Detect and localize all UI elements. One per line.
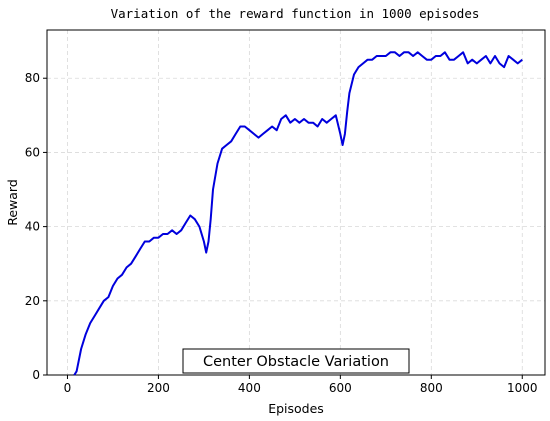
- y-tick-label: 20: [25, 294, 40, 308]
- y-tick-label: 60: [25, 145, 40, 159]
- x-tick-label: 0: [64, 381, 72, 395]
- chart-title: Variation of the reward function in 1000…: [111, 6, 480, 21]
- x-tick-label: 400: [238, 381, 261, 395]
- x-tick-label: 1000: [507, 381, 538, 395]
- grid-lines: [47, 30, 545, 376]
- reward-series-line: [73, 51, 523, 376]
- y-axis-label: Reward: [5, 179, 20, 226]
- x-axis-label: Episodes: [268, 401, 324, 416]
- plot-frame: [46, 29, 546, 376]
- x-tick-label: 800: [420, 381, 443, 395]
- y-tick-label: 80: [25, 71, 40, 85]
- annotation-text: Center Obstacle Variation: [203, 354, 389, 370]
- y-tick-label: 40: [25, 220, 40, 234]
- annotation-box: Center Obstacle Variation: [182, 348, 410, 374]
- x-tick-label: 200: [147, 381, 170, 395]
- y-tick-label: 0: [32, 368, 40, 382]
- annotation-frame: [182, 348, 410, 374]
- x-axis-ticks: 0 200 400 600 800 1000: [64, 375, 538, 395]
- y-axis-ticks: 0 20 40 60 80: [25, 71, 47, 382]
- x-tick-label: 600: [329, 381, 352, 395]
